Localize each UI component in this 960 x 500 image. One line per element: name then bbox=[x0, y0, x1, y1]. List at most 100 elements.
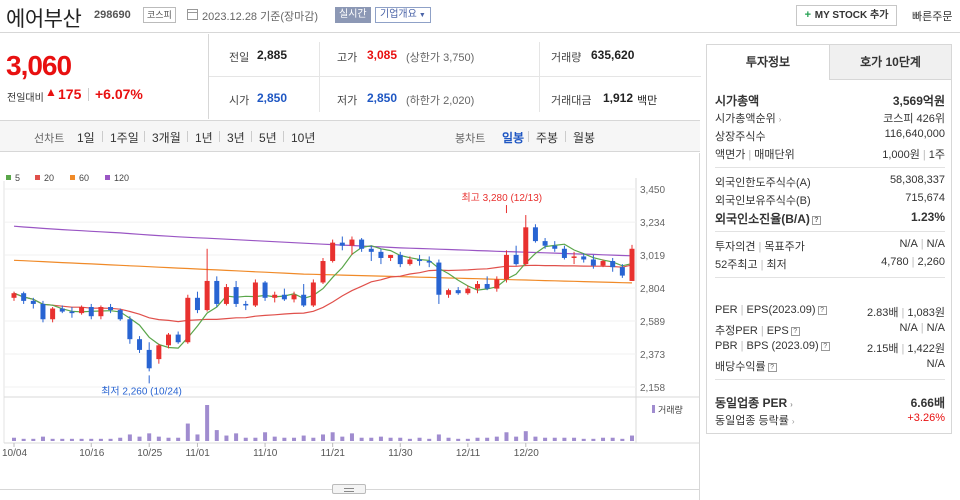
high-label: 고가 bbox=[337, 52, 358, 64]
volume-legend-label: 거래량 bbox=[658, 404, 683, 415]
volume-bar bbox=[31, 438, 36, 441]
candle-body bbox=[368, 248, 374, 252]
low-value: 2,850 bbox=[367, 91, 398, 105]
volume-bar bbox=[166, 437, 171, 441]
price-box: 3,060 전일대비 ▲ 175 +6.07% bbox=[0, 34, 208, 119]
par-value: 1,000원 bbox=[882, 149, 920, 161]
est-per-labels: 추정PER | EPS? bbox=[715, 322, 800, 338]
volume-bar bbox=[369, 437, 374, 441]
volume-bar bbox=[407, 438, 412, 441]
trade-value-cell: 거래대금 1,912 백만 bbox=[539, 77, 701, 119]
candle-body bbox=[310, 282, 316, 306]
resize-handle-icon[interactable] bbox=[332, 484, 366, 494]
candle-body bbox=[417, 259, 423, 262]
chevron-right-icon: › bbox=[790, 400, 793, 409]
divider bbox=[539, 42, 540, 112]
candle-body bbox=[590, 259, 596, 266]
investment-info-body: 시가총액 3,569억원 시가총액순위 › 코스피 426위 상장주식수 116,… bbox=[707, 80, 951, 433]
help-icon[interactable]: ? bbox=[811, 216, 821, 225]
candle-body bbox=[30, 300, 36, 304]
realtime-button[interactable]: 실시간 bbox=[335, 7, 371, 23]
bps-label: BPS (2023.09) bbox=[746, 340, 819, 352]
period-1d[interactable]: 1일 bbox=[77, 131, 95, 145]
period-weekly[interactable]: 주봉 bbox=[536, 131, 559, 145]
candle-chart-label: 봉차트 bbox=[455, 133, 486, 145]
market-badge: 코스피 bbox=[143, 7, 176, 23]
period-1w[interactable]: 1주일 bbox=[110, 131, 139, 145]
volume-bar bbox=[436, 434, 441, 441]
volume-bar bbox=[89, 438, 94, 441]
chart-period-bar: 선차트 1일 1주일 3개월 1년 3년 5년 10년 봉차트 일봉 주봉 월봉 bbox=[0, 120, 700, 152]
trade-unit-label: 매매단위 bbox=[754, 149, 795, 161]
candlestick-chart[interactable]: 3,450 3,234 3,019 2,804 2,589 2,373 2,158 5 20 60… bbox=[0, 153, 700, 500]
volume-bar bbox=[205, 405, 210, 441]
help-icon[interactable]: ? bbox=[767, 363, 777, 372]
volume-bar bbox=[349, 433, 354, 441]
candle-body bbox=[561, 248, 567, 258]
period-10y[interactable]: 10년 bbox=[291, 131, 316, 145]
ma-legend-label: 60 bbox=[79, 173, 89, 183]
candle-body bbox=[79, 307, 85, 314]
volume-bar bbox=[514, 436, 519, 441]
ma-legend-swatch bbox=[35, 175, 40, 180]
volume-bar bbox=[330, 432, 335, 441]
period-monthly[interactable]: 월봉 bbox=[573, 131, 596, 145]
volume-bar bbox=[282, 437, 287, 441]
help-icon[interactable]: ? bbox=[817, 306, 827, 315]
candle-body bbox=[59, 308, 65, 312]
est-eps-value: N/A bbox=[926, 322, 945, 334]
divider: | bbox=[920, 238, 924, 250]
period-3y[interactable]: 3년 bbox=[227, 131, 245, 145]
x-tick-label: 10/16 bbox=[79, 448, 104, 459]
add-mystock-button[interactable]: + MY STOCK 추가 bbox=[796, 5, 897, 26]
market-cap-label: 시가총액 bbox=[715, 94, 760, 108]
open-cell: 시가 2,850 bbox=[209, 77, 319, 119]
volume-bar bbox=[253, 437, 258, 441]
upper-limit: (상한가 3,750) bbox=[406, 52, 475, 64]
volume-bar bbox=[311, 437, 316, 441]
volume-bar bbox=[485, 437, 490, 441]
sector-change-label[interactable]: 동일업종 등락률 › bbox=[715, 412, 795, 428]
week52-low-label: 최저 bbox=[766, 259, 787, 271]
foreign-limit-value: 58,308,337 bbox=[889, 174, 945, 186]
candle-body bbox=[11, 293, 17, 298]
x-tick-label: 12/20 bbox=[514, 448, 539, 459]
candle-body bbox=[194, 297, 200, 311]
sector-per-label[interactable]: 동일업종 PER › bbox=[715, 394, 793, 411]
chart-svg: 3,450 3,234 3,019 2,804 2,589 2,373 2,158 5 20 60… bbox=[2, 173, 700, 459]
listed-shares-row: 상장주식수 116,640,000 bbox=[715, 126, 945, 144]
help-icon[interactable]: ? bbox=[820, 342, 830, 351]
week52-values: 4,780 | 2,260 bbox=[881, 256, 945, 268]
volume-bar bbox=[292, 437, 297, 441]
period-1y[interactable]: 1년 bbox=[195, 131, 213, 145]
volume-bar bbox=[359, 437, 364, 441]
period-3m[interactable]: 3개월 bbox=[152, 131, 181, 145]
market-cap-rank-label[interactable]: 시가총액순위 › bbox=[715, 110, 781, 126]
candle-body bbox=[166, 334, 171, 346]
stock-code: 298690 bbox=[94, 9, 131, 21]
candle-body bbox=[619, 267, 625, 276]
candle-body bbox=[503, 254, 509, 280]
add-mystock-label: MY STOCK 추가 bbox=[814, 10, 889, 21]
company-overview-label: 기업개요 bbox=[380, 9, 417, 20]
help-icon[interactable]: ? bbox=[790, 327, 800, 336]
volume-bar bbox=[543, 437, 548, 441]
company-overview-button[interactable]: 기업개요 ▼ bbox=[375, 7, 431, 23]
candle-body bbox=[532, 227, 538, 242]
pbr-values: 2.15배 | 1,422원 bbox=[867, 340, 945, 356]
tab-investment-info[interactable]: 투자정보 bbox=[707, 45, 830, 80]
ma-legend-swatch bbox=[6, 175, 11, 180]
volume-bar bbox=[456, 438, 461, 441]
ma120-line bbox=[13, 225, 633, 257]
tab-order-book[interactable]: 호가 10단계 bbox=[830, 45, 951, 80]
candle-body bbox=[98, 307, 104, 317]
est-per-row: 추정PER | EPS? N/A | N/A bbox=[715, 320, 945, 338]
foreign-held-label: 외국인보유주식수(B) bbox=[715, 195, 811, 207]
divider bbox=[715, 277, 945, 278]
candle-body bbox=[21, 293, 27, 301]
period-5y[interactable]: 5년 bbox=[259, 131, 277, 145]
volume-bar bbox=[156, 436, 161, 441]
period-daily[interactable]: 일봉 bbox=[502, 131, 525, 145]
quick-order-link[interactable]: 빠른주문 bbox=[912, 11, 953, 23]
week52-row: 52주최고 | 최저 4,780 | 2,260 bbox=[715, 254, 945, 272]
